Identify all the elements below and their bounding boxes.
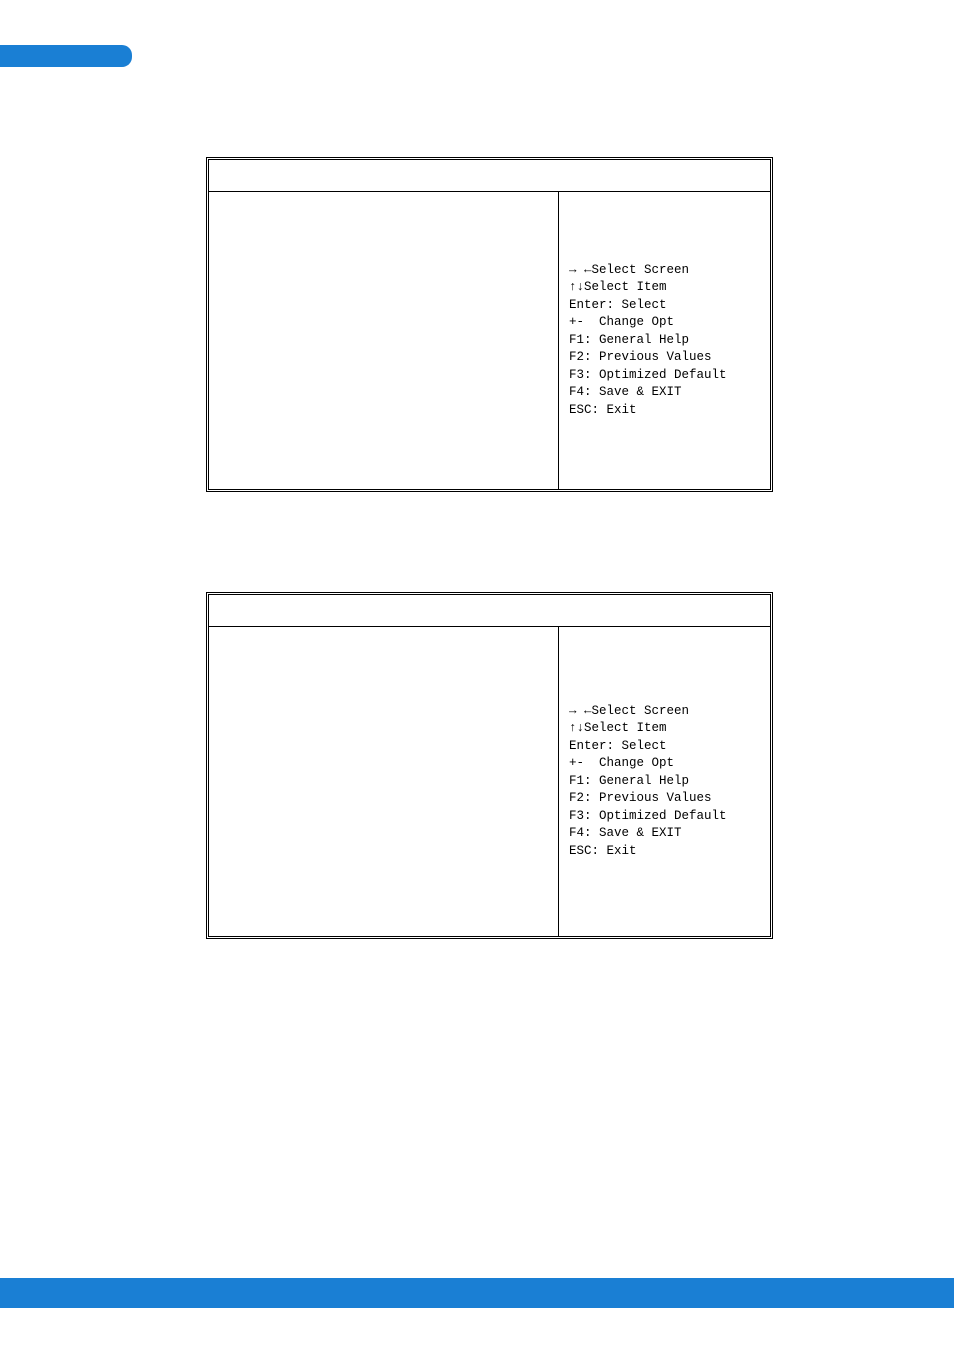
bios-help-text-2: → ←Select Screen ↑↓Select Item Enter: Se… bbox=[569, 703, 760, 861]
bios-panel-1: → ←Select Screen ↑↓Select Item Enter: Se… bbox=[206, 157, 773, 492]
bios-panel-1-left bbox=[209, 192, 559, 489]
bios-panel-1-body: → ←Select Screen ↑↓Select Item Enter: Se… bbox=[209, 192, 770, 489]
bios-panel-2-right: → ←Select Screen ↑↓Select Item Enter: Se… bbox=[559, 627, 770, 936]
bios-help-text-1: → ←Select Screen ↑↓Select Item Enter: Se… bbox=[569, 262, 760, 420]
bios-panel-2-left bbox=[209, 627, 559, 936]
bios-panel-1-right: → ←Select Screen ↑↓Select Item Enter: Se… bbox=[559, 192, 770, 489]
bios-panel-2-header bbox=[209, 595, 770, 627]
bios-panel-2-body: → ←Select Screen ↑↓Select Item Enter: Se… bbox=[209, 627, 770, 936]
footer-accent-bar bbox=[0, 1278, 954, 1308]
bios-panel-2: → ←Select Screen ↑↓Select Item Enter: Se… bbox=[206, 592, 773, 939]
bios-panel-1-header bbox=[209, 160, 770, 192]
header-tab-accent bbox=[0, 45, 132, 67]
